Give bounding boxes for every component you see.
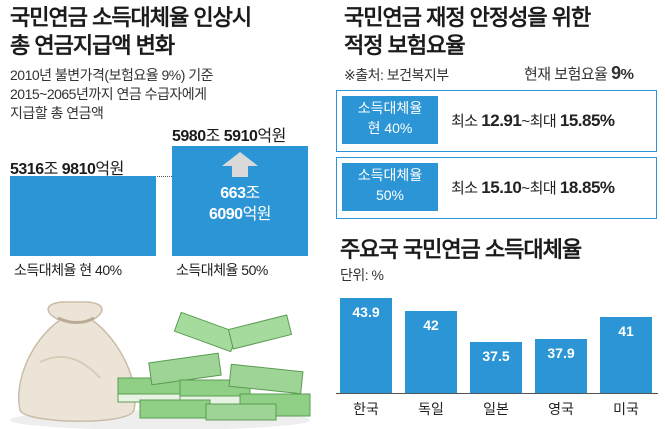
current-rate-unit: %	[620, 66, 634, 83]
increase-unit-b: 억원	[242, 206, 272, 223]
rate-row-40-tag: 소득대체율 현 40%	[342, 96, 438, 144]
rate-row-50-tag-line1: 소득대체율	[357, 167, 423, 183]
country-chart-baseline	[336, 393, 658, 394]
bar1-unit-a: 조	[43, 161, 62, 178]
increase-value-a: 663	[220, 185, 246, 202]
increase-unit-a: 조	[245, 185, 260, 202]
country-chart-title: 주요국 국민연금 소득대체율	[340, 237, 582, 262]
country-bar	[405, 310, 457, 393]
rate-row-40-tag-line1: 소득대체율	[357, 100, 423, 116]
rate-row-50-tag: 소득대체율 50%	[342, 163, 438, 211]
rate-row-40-range: 최소 12.91~최대 15.85%	[451, 110, 615, 131]
current-rate-prefix: 현재 보험요율	[524, 66, 612, 83]
rate-row-40-mid: ~최대	[521, 113, 560, 130]
rate-row-50-range: 최소 15.10~최대 18.85%	[451, 177, 615, 198]
country-category-label: 영국	[548, 401, 574, 417]
bar2-category-label: 소득대체율 50%	[176, 262, 268, 278]
bar2-value-b: 5910	[223, 128, 258, 145]
country-category-label: 일본	[483, 401, 509, 417]
source-note: ※출처: 보건복지부	[344, 67, 449, 83]
rate-row-40-tag-line2: 현 40%	[367, 120, 413, 136]
rate-row-40-max: 15.85	[559, 111, 601, 130]
country-bar-value-label: 37.5	[482, 347, 510, 364]
country-bar	[535, 338, 587, 393]
left-subtitle-line2: 2015~2065년까지 연금 수급자에게	[10, 86, 207, 102]
increase-arrow-icon	[222, 152, 258, 177]
bar2-unit-b: 억원	[257, 128, 286, 145]
bar2-value-label: 5980조 5910억원	[172, 122, 286, 146]
country-bar-value-label: 43.9	[352, 303, 380, 320]
rate-row-50-pre: 최소	[451, 180, 482, 197]
right-title-line1: 국민연금 재정 안정성을 위한	[344, 5, 591, 30]
bar1-unit-b: 억원	[95, 161, 124, 178]
bar1-value-label: 5316조 9810억원	[10, 155, 124, 179]
left-subtitle-line1: 2010년 불변가격(보험요율 9%) 기준	[10, 67, 214, 83]
country-category-label: 미국	[613, 401, 639, 417]
rate-row-40-pre: 최소	[451, 113, 482, 130]
country-bar-value-label: 42	[423, 316, 439, 333]
left-title-line1: 국민연금 소득대체율 인상시	[10, 5, 252, 30]
bar1-category-label: 소득대체율 현 40%	[14, 262, 122, 278]
money-bag-illustration	[10, 301, 311, 429]
increase-value-b: 6090	[208, 206, 243, 223]
rate-row-50-mid: ~최대	[521, 180, 560, 197]
rate-row-50-tag-line2: 50%	[375, 187, 405, 203]
rate-row-50-min: 15.10	[481, 178, 522, 197]
rate-row-50-max: 18.85	[559, 178, 601, 197]
increase-amount-line2: 6090억원	[172, 205, 308, 225]
reference-dotted-line	[10, 176, 308, 177]
rate-row-40-unit: %	[599, 111, 615, 130]
country-bar-value-label: 41	[618, 323, 634, 340]
rate-row-50-unit: %	[599, 178, 615, 197]
left-title-line2: 총 연금지급액 변화	[10, 33, 175, 58]
right-title-line2: 적정 보험요율	[344, 33, 466, 58]
country-bar	[340, 297, 392, 393]
bar2-unit-a: 조	[205, 128, 224, 145]
country-bar-value-label: 37.9	[547, 344, 575, 361]
rate-row-40-min: 12.91	[481, 111, 522, 130]
current-rate: 현재 보험요율 9%	[524, 64, 634, 84]
bar1-value-b: 9810	[61, 161, 96, 178]
bar1-value-a: 5316	[10, 161, 44, 178]
left-subtitle-line3: 지급할 총 연금액	[10, 105, 104, 121]
bar-40-percent	[10, 176, 156, 256]
money-stacks	[117, 311, 311, 421]
country-chart-unit: 단위: %	[340, 267, 384, 283]
country-category-label: 한국	[353, 401, 379, 417]
country-bar	[470, 341, 522, 393]
bar2-value-a: 5980	[172, 128, 206, 145]
current-rate-value: 9	[611, 63, 621, 83]
country-bar	[600, 317, 652, 393]
increase-amount-line1: 663조	[172, 184, 308, 204]
country-category-label: 독일	[418, 401, 444, 417]
